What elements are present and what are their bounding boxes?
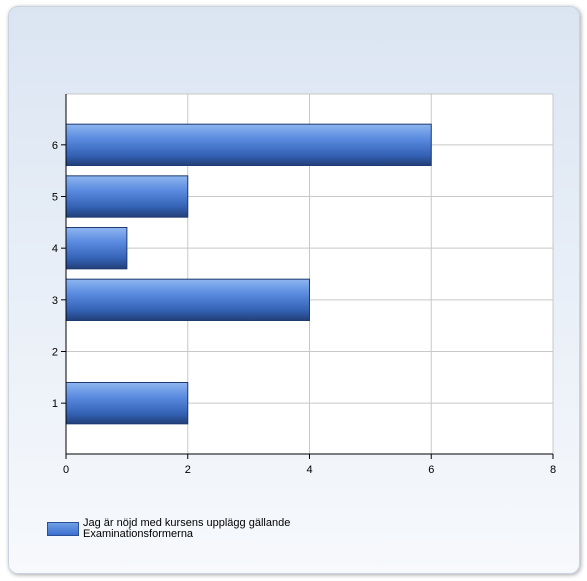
tick-labels: 0 2 4 6 8 1 2 3 4 5 6 <box>52 140 556 476</box>
y-tick-label: 5 <box>52 192 58 204</box>
bar <box>65 175 189 218</box>
x-tick-label: 8 <box>550 464 556 476</box>
legend: Jag är nöjd med kursens upplägg gällande… <box>47 518 353 540</box>
y-tick-label: 1 <box>52 398 58 410</box>
x-tick-label: 6 <box>428 464 434 476</box>
bar <box>65 382 189 425</box>
x-tick-label: 2 <box>185 464 191 476</box>
bar <box>65 227 128 270</box>
legend-swatch <box>47 522 79 536</box>
legend-label: Jag är nöjd med kursens upplägg gällande… <box>83 517 291 540</box>
bar <box>65 123 432 166</box>
y-tick-label: 2 <box>52 347 58 359</box>
y-tick-label: 4 <box>52 243 58 255</box>
y-tick-label: 6 <box>52 140 58 152</box>
x-tick-label: 4 <box>306 464 312 476</box>
axes <box>61 94 554 459</box>
x-tick-label: 0 <box>63 464 69 476</box>
bar <box>65 278 310 321</box>
y-tick-label: 3 <box>52 295 58 307</box>
